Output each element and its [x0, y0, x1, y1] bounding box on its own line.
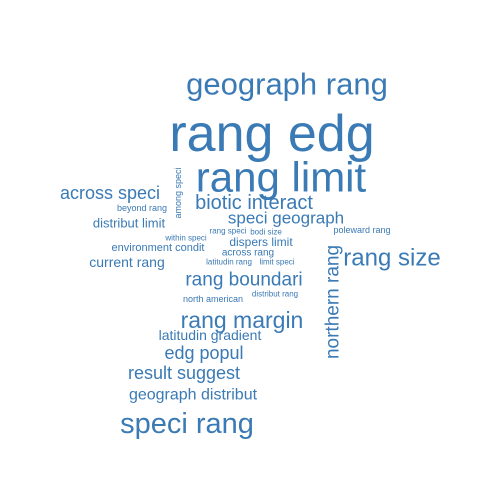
- word-rang-boundari: rang boundari: [185, 270, 302, 291]
- word-northern-rang: northern rang: [323, 245, 344, 359]
- word-distribut-limit: distribut limit: [93, 216, 166, 231]
- word-beyond-rang: beyond rang: [117, 203, 167, 213]
- word-limit-speci: limit speci: [259, 258, 294, 267]
- word-across-rang: across rang: [222, 248, 274, 259]
- word-rang-margin: rang margin: [181, 307, 304, 333]
- word-distribut-rang: distribut rang: [252, 290, 298, 299]
- word-poleward-rang: poleward rang: [333, 225, 390, 235]
- word-dispers-limit: dispers limit: [229, 235, 293, 249]
- word-edg-popul: edg popul: [164, 343, 243, 363]
- word-north-american: north american: [183, 294, 243, 304]
- word-among-speci: among speci: [173, 167, 183, 218]
- word-across-speci: across speci: [60, 183, 160, 203]
- word-current-rang: current rang: [89, 254, 164, 270]
- word-rang-size: rang size: [343, 245, 440, 272]
- word-environment-condit: environment condit: [112, 242, 205, 254]
- word-biotic-interact: biotic interact: [195, 192, 313, 214]
- word-rang-limit: rang limit: [196, 154, 367, 201]
- word-result-suggest: result suggest: [128, 363, 240, 383]
- word-bodi-size: bodi size: [250, 228, 282, 237]
- word-geograph-distribut: geograph distribut: [129, 387, 258, 404]
- word-rang-edg: rang edg: [169, 105, 374, 163]
- word-speci-rang: speci rang: [120, 408, 254, 440]
- word-latitudin-gradient: latitudin gradient: [159, 327, 262, 343]
- word-within-speci: within speci: [164, 234, 207, 243]
- word-latitudin-rang: latitudin rang: [206, 258, 252, 267]
- word-geograph-rang: geograph rang: [186, 67, 388, 102]
- word-speci-geograph: speci geograph: [228, 209, 344, 228]
- word-rang-speci: rang speci: [210, 227, 247, 236]
